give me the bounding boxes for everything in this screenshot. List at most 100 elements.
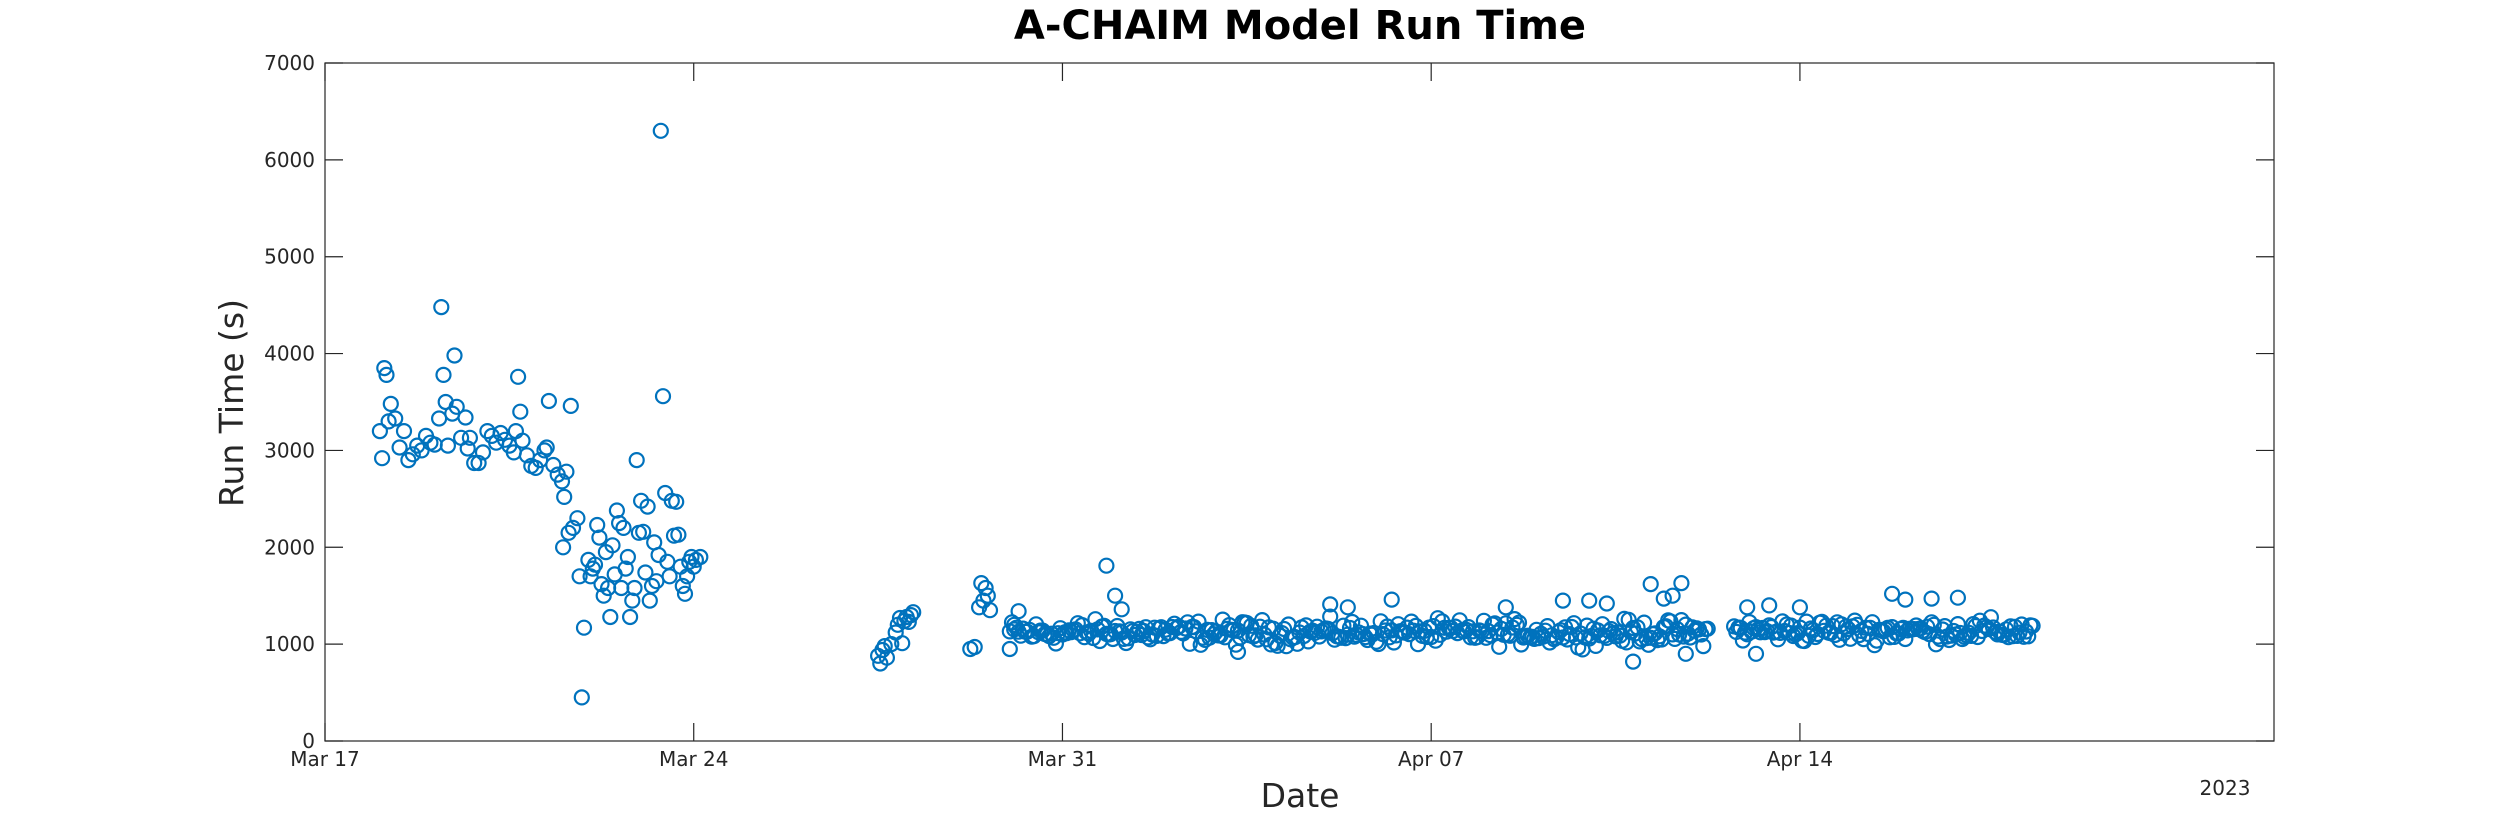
data-point [470, 454, 487, 472]
data-point [1982, 609, 2000, 626]
data-point [558, 463, 575, 480]
data-point [1883, 585, 1901, 602]
data-point [621, 608, 639, 626]
data-point [1409, 636, 1427, 653]
data-point [1897, 591, 1914, 608]
data-point [591, 529, 608, 546]
data-point [905, 604, 922, 621]
data-point [545, 456, 562, 474]
data-point [1739, 599, 1756, 616]
data-point [652, 122, 669, 139]
data-point [1475, 612, 1493, 629]
data-point [1677, 645, 1694, 662]
data-point [1383, 591, 1400, 608]
data-point [1581, 592, 1598, 609]
data-point [404, 446, 421, 463]
data-point [2020, 628, 2037, 645]
data-point [575, 619, 593, 636]
data-point [1919, 618, 1936, 635]
data-point [446, 347, 463, 364]
data-point [512, 403, 529, 420]
data-point [564, 519, 582, 537]
data-point [1642, 575, 1659, 593]
data-point [376, 360, 393, 377]
data-point [2024, 617, 2041, 634]
data-point [1923, 590, 1940, 607]
data-point [674, 577, 691, 595]
data-point [540, 392, 558, 410]
data-point [1791, 599, 1809, 616]
data-point [448, 398, 465, 415]
data-point [554, 539, 572, 556]
data-point [1949, 615, 1967, 633]
data-point [1598, 595, 1615, 612]
y-tick-label: 0 [302, 729, 315, 753]
data-point [457, 409, 474, 426]
data-point [643, 577, 661, 595]
data-point [1761, 597, 1778, 614]
data-point [1510, 614, 1528, 631]
data-point [1695, 637, 1712, 655]
data-point [1190, 613, 1207, 630]
year-label: 2023 [2200, 776, 2251, 800]
data-point [604, 537, 621, 554]
data-point [977, 579, 994, 597]
data-point [1508, 616, 1525, 633]
data-point [1339, 599, 1356, 616]
data-point [371, 423, 388, 440]
data-point [610, 514, 628, 532]
x-tick-label: Mar 17 [290, 747, 360, 771]
data-point [676, 585, 694, 602]
y-tick-label: 6000 [264, 148, 315, 172]
data-point [431, 410, 448, 427]
data-point [894, 635, 911, 652]
data-point [615, 519, 632, 537]
data-point [595, 587, 612, 604]
data-point [474, 444, 492, 461]
data-point [387, 410, 404, 427]
data-point [876, 637, 893, 655]
data-point [374, 450, 391, 467]
data-point [553, 473, 571, 490]
x-tick-label: Mar 24 [659, 747, 729, 771]
data-point [1080, 625, 1097, 642]
axis-ticks: 0 1000 2000 3000 4000 5000 6000 7000 Mar 17 Mar 2… [264, 51, 2274, 771]
data-point [527, 459, 544, 476]
y-axis-label: Run Time (s) [212, 299, 251, 507]
data-point [902, 606, 920, 624]
data-point [1949, 589, 1967, 606]
data-point [1322, 596, 1339, 613]
plot-area-frame [324, 62, 2275, 742]
data-point [395, 423, 413, 440]
data-point [668, 493, 685, 510]
data-point [613, 579, 630, 597]
data-point [1423, 628, 1440, 646]
y-tick-label: 2000 [264, 535, 315, 559]
data-point [1699, 620, 1716, 637]
data-point [670, 526, 687, 543]
data-point [2011, 624, 2028, 641]
data-point [981, 602, 999, 619]
data-point [1106, 587, 1124, 604]
chart-title: A-CHAIM Model Run Time [1014, 3, 1586, 49]
data-point [435, 366, 452, 383]
data-points [371, 122, 2041, 706]
data-point [1337, 629, 1354, 647]
data-point [1229, 643, 1247, 661]
data-point [1624, 653, 1642, 670]
x-tick-label: Apr 14 [1767, 747, 1833, 771]
y-tick-label: 5000 [264, 245, 315, 269]
data-point [569, 510, 586, 527]
data-point [1322, 608, 1339, 625]
data-point [637, 564, 654, 581]
data-point [459, 440, 476, 457]
data-point [654, 388, 672, 405]
x-axis-label: Date [1261, 776, 1340, 815]
data-point [586, 556, 604, 573]
data-point [556, 488, 573, 505]
data-point [509, 368, 527, 385]
data-point [391, 439, 408, 456]
data-point [560, 524, 577, 541]
data-point [1181, 635, 1198, 652]
data-point [617, 560, 634, 577]
